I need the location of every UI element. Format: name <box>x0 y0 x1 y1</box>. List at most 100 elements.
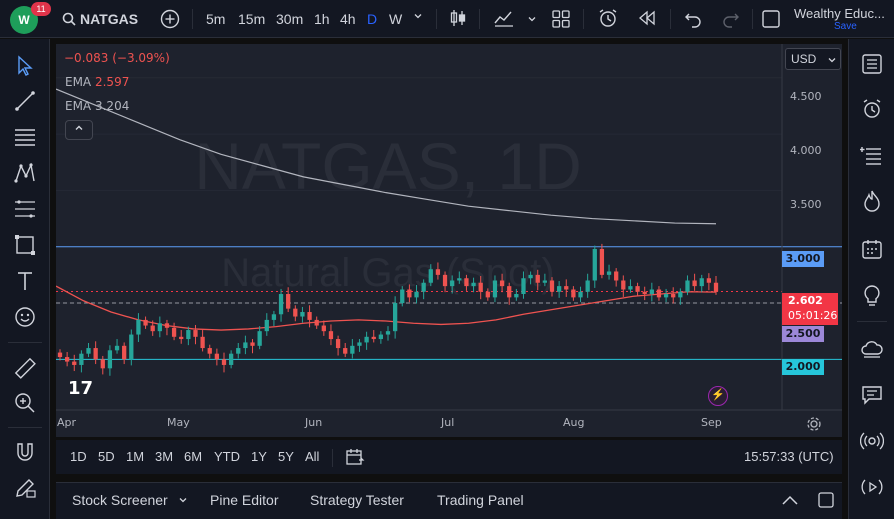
interval-4h[interactable]: 4h <box>340 11 356 27</box>
range-ytd[interactable]: YTD <box>214 449 240 464</box>
candle[interactable] <box>549 277 555 297</box>
cursor-icon[interactable] <box>13 54 37 78</box>
candle[interactable] <box>507 282 512 305</box>
utc-clock[interactable]: 15:57:33 (UTC) <box>744 449 834 464</box>
play-circle-icon[interactable] <box>860 475 884 499</box>
watchlist-icon[interactable] <box>860 52 884 76</box>
lightning-icon[interactable]: ⚡ <box>708 386 728 406</box>
candle[interactable] <box>706 273 712 291</box>
candle[interactable] <box>293 305 298 322</box>
candle[interactable] <box>450 275 455 294</box>
candle[interactable] <box>621 275 626 297</box>
interval-5m[interactable]: 5m <box>206 11 226 27</box>
candle[interactable] <box>556 281 562 298</box>
candle[interactable] <box>628 279 633 293</box>
candle[interactable] <box>678 288 683 305</box>
magnet-icon[interactable] <box>13 440 37 464</box>
candle[interactable] <box>328 324 334 346</box>
tab-trading-panel[interactable]: Trading Panel <box>437 492 524 508</box>
tab-strategy-tester[interactable]: Strategy Tester <box>310 492 404 508</box>
candle[interactable] <box>307 305 312 328</box>
candle[interactable] <box>385 326 391 341</box>
candle[interactable] <box>464 274 469 291</box>
candle[interactable] <box>599 243 605 279</box>
candle[interactable] <box>400 286 405 307</box>
range-5y[interactable]: 5Y <box>278 449 294 464</box>
candle[interactable] <box>457 271 462 284</box>
candle[interactable] <box>521 271 526 299</box>
candle[interactable] <box>286 287 291 313</box>
candle[interactable] <box>200 330 205 352</box>
candle[interactable] <box>122 342 127 365</box>
candle[interactable] <box>371 330 376 343</box>
candle[interactable] <box>578 286 583 303</box>
range-1d[interactable]: 1D <box>70 449 87 464</box>
rectangle-shape-icon[interactable] <box>13 233 37 257</box>
candle[interactable] <box>671 287 676 304</box>
horizontal-lines-icon[interactable] <box>13 125 37 149</box>
candle[interactable] <box>692 273 697 291</box>
range-3m[interactable]: 3M <box>155 449 174 464</box>
candle[interactable] <box>378 331 384 344</box>
candle[interactable] <box>264 313 269 336</box>
currency-select[interactable]: USD <box>785 48 841 70</box>
candle[interactable] <box>107 345 113 376</box>
candle[interactable] <box>421 279 426 300</box>
candle[interactable] <box>407 284 412 303</box>
range-1y[interactable]: 1Y <box>251 449 267 464</box>
candle[interactable] <box>93 341 98 365</box>
alert-button[interactable] <box>597 8 619 30</box>
candle[interactable] <box>699 274 704 293</box>
candle[interactable] <box>179 330 184 344</box>
goto-date-icon[interactable] <box>345 447 365 467</box>
candle[interactable] <box>485 288 490 301</box>
candle[interactable] <box>564 279 569 297</box>
candle[interactable] <box>79 350 84 373</box>
candle[interactable] <box>392 296 398 339</box>
news-icon[interactable] <box>860 143 884 167</box>
emoji-icon[interactable] <box>13 305 37 329</box>
maximize-icon[interactable] <box>817 491 835 509</box>
candle[interactable] <box>499 273 505 293</box>
candle[interactable] <box>642 286 647 301</box>
tab-pine-editor[interactable]: Pine Editor <box>210 492 279 508</box>
undo-button[interactable] <box>684 8 702 30</box>
calendar-icon[interactable] <box>860 237 884 261</box>
save-button[interactable]: Save <box>834 21 857 32</box>
candle[interactable] <box>164 319 170 336</box>
pattern-icon[interactable] <box>13 161 37 185</box>
range-5d[interactable]: 5D <box>98 449 115 464</box>
candle[interactable] <box>314 316 319 329</box>
interval-15m[interactable]: 15m <box>238 11 266 27</box>
candle[interactable] <box>663 288 669 303</box>
alarm-clock-icon[interactable] <box>860 97 884 121</box>
candle[interactable] <box>86 342 91 358</box>
candle[interactable] <box>528 271 533 285</box>
text-tool-icon[interactable] <box>13 269 37 293</box>
interval-30m[interactable]: 30m <box>276 11 304 27</box>
candle[interactable] <box>606 264 612 280</box>
add-symbol-button[interactable] <box>160 8 180 30</box>
candle[interactable] <box>150 320 155 336</box>
broadcast-icon[interactable] <box>860 429 884 453</box>
interval-dropdown[interactable] <box>413 8 423 30</box>
candle[interactable] <box>236 342 241 359</box>
candle[interactable] <box>100 355 105 375</box>
candle[interactable] <box>649 282 654 302</box>
candle[interactable] <box>435 262 441 280</box>
replay-button[interactable] <box>637 8 657 30</box>
candle[interactable] <box>321 320 326 336</box>
candle[interactable] <box>57 349 63 361</box>
ema-slow-legend[interactable]: EMA 3.204 <box>65 99 129 113</box>
indicators-button[interactable] <box>493 8 515 30</box>
tab-stock-screener[interactable]: Stock Screener <box>72 492 188 508</box>
candle[interactable] <box>278 288 284 322</box>
candle[interactable] <box>250 339 255 354</box>
symbol-search-button[interactable]: NATGAS <box>62 8 138 30</box>
ruler-icon[interactable] <box>13 356 37 380</box>
candle[interactable] <box>535 269 540 291</box>
candle[interactable] <box>656 286 662 301</box>
candle[interactable] <box>614 268 619 287</box>
lightbulb-icon[interactable] <box>860 284 884 308</box>
gear-icon[interactable] <box>806 416 822 432</box>
